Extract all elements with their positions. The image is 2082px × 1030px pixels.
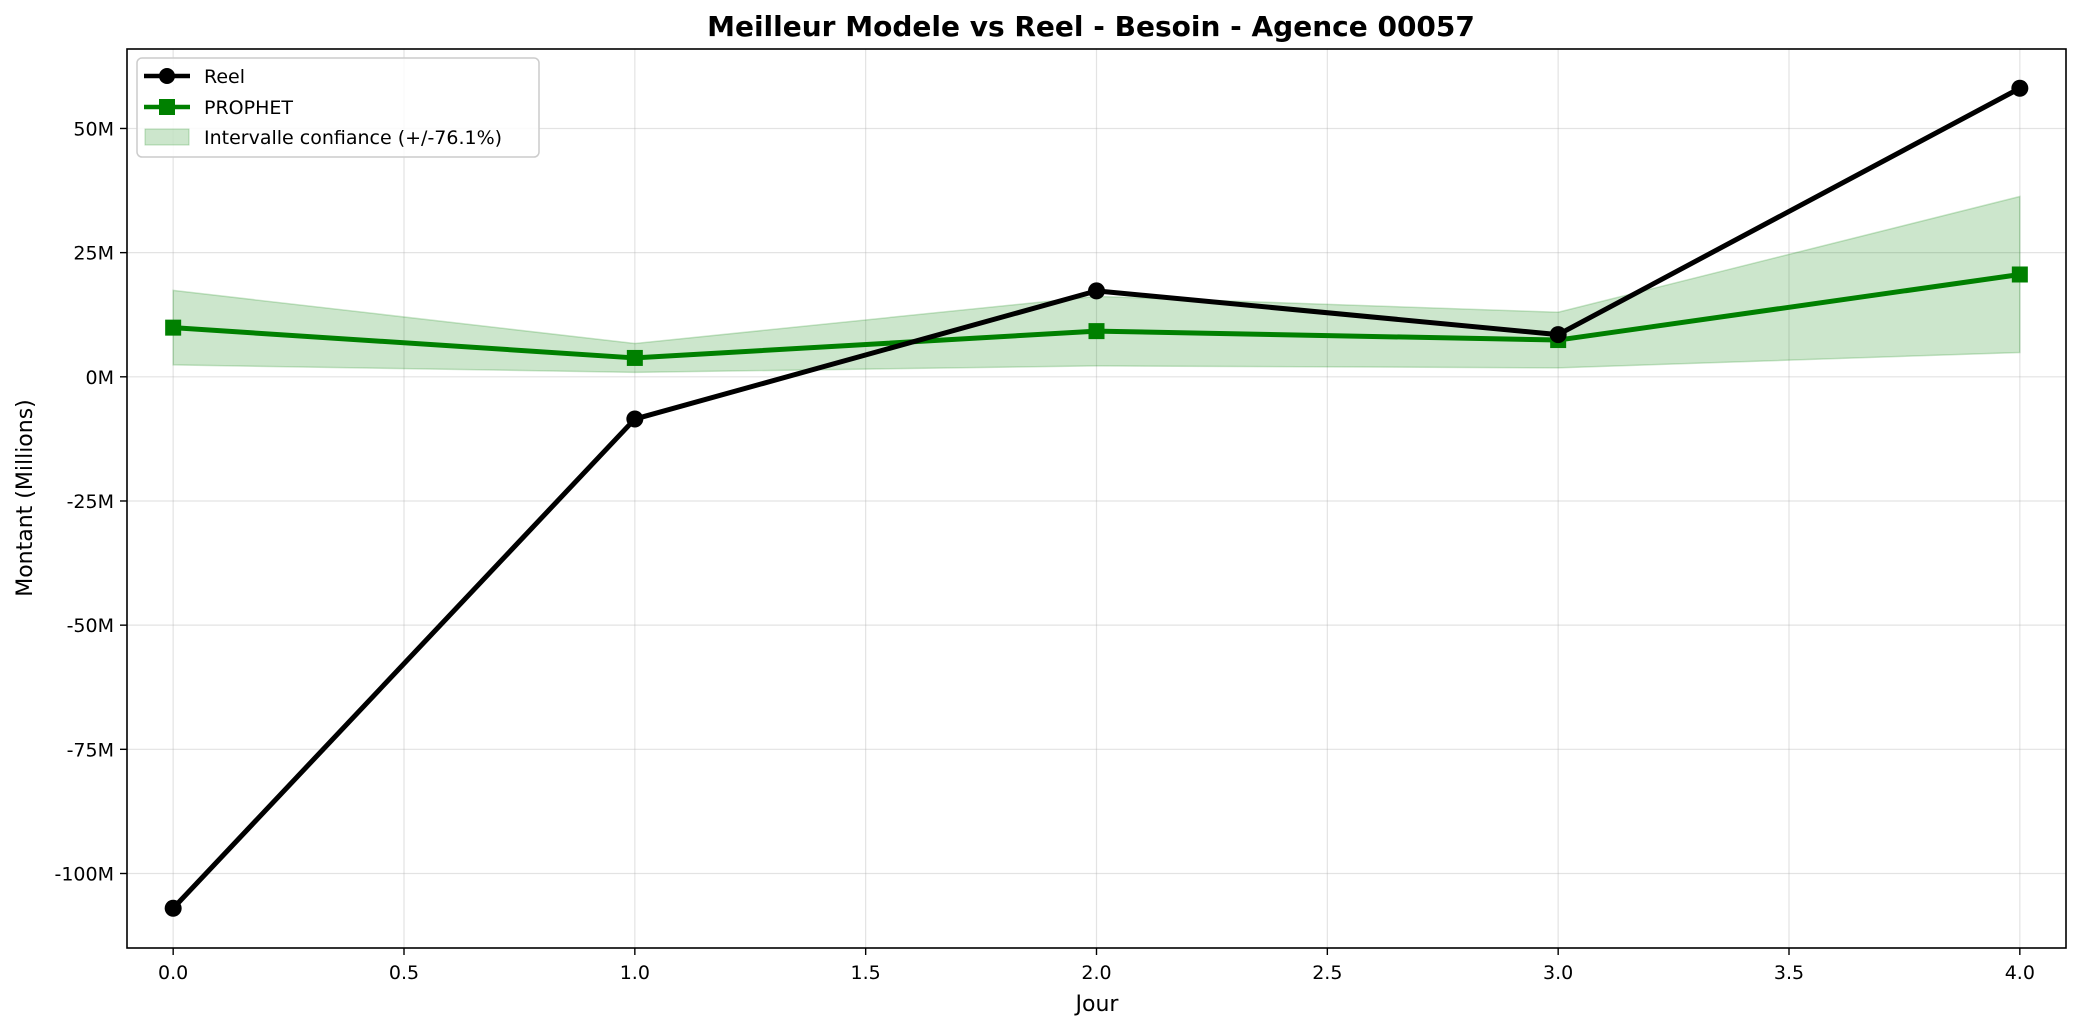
data-point-prophet	[2011, 266, 2028, 283]
y-tick-label: -25M	[67, 491, 114, 513]
x-tick-label: 3.0	[1543, 962, 1573, 984]
x-tick-label: 4.0	[2005, 962, 2035, 984]
y-axis-label: Montant (Millions)	[13, 399, 38, 597]
legend-prophet-label: PROPHET	[204, 97, 293, 119]
data-point-reel	[1088, 282, 1105, 300]
x-tick-label: 0.5	[389, 962, 419, 984]
data-point-prophet	[626, 349, 643, 366]
y-tick-label: -100M	[54, 863, 114, 885]
y-tick-label: 50M	[73, 118, 114, 140]
legend-band-swatch	[144, 128, 190, 146]
x-axis-label: Jour	[1074, 992, 1120, 1017]
data-point-reel	[626, 410, 644, 428]
series-layer	[164, 79, 2029, 917]
legend-reel-marker	[159, 68, 175, 84]
data-point-reel	[2011, 79, 2029, 97]
x-tick-label: 3.5	[1774, 962, 1804, 984]
y-tick-label: -50M	[67, 615, 114, 637]
grid-lines	[127, 49, 2066, 948]
legend-band-label: Intervalle confiance (+/-76.1%)	[204, 127, 502, 149]
legend-frame	[136, 57, 540, 158]
x-tick-label: 2.0	[1081, 962, 1111, 984]
data-point-reel	[164, 899, 182, 917]
y-tick-label: 25M	[73, 243, 114, 265]
y-axis-ticks: -100M -75M -50M -25M 0M 25M 50M	[54, 118, 127, 885]
data-point-reel	[1549, 326, 1567, 344]
legend-reel-label: Reel	[204, 66, 245, 88]
data-point-prophet	[165, 319, 182, 336]
y-tick-label: -75M	[67, 739, 114, 761]
x-tick-label: 1.5	[851, 962, 881, 984]
x-tick-label: 2.5	[1312, 962, 1342, 984]
x-axis-ticks: 0.0 0.5 1.0 1.5 2.0 2.5 3.0 3.5 4.0	[158, 948, 2035, 984]
data-point-prophet	[1088, 323, 1105, 340]
legend: Reel PROPHET Intervalle confiance (+/-76…	[136, 57, 540, 158]
legend-prophet-marker	[159, 99, 175, 115]
x-tick-label: 0.0	[158, 962, 188, 984]
chart-title: Meilleur Modele vs Reel - Besoin - Agenc…	[707, 10, 1475, 43]
y-tick-label: 0M	[86, 367, 114, 389]
x-tick-label: 1.0	[620, 962, 650, 984]
